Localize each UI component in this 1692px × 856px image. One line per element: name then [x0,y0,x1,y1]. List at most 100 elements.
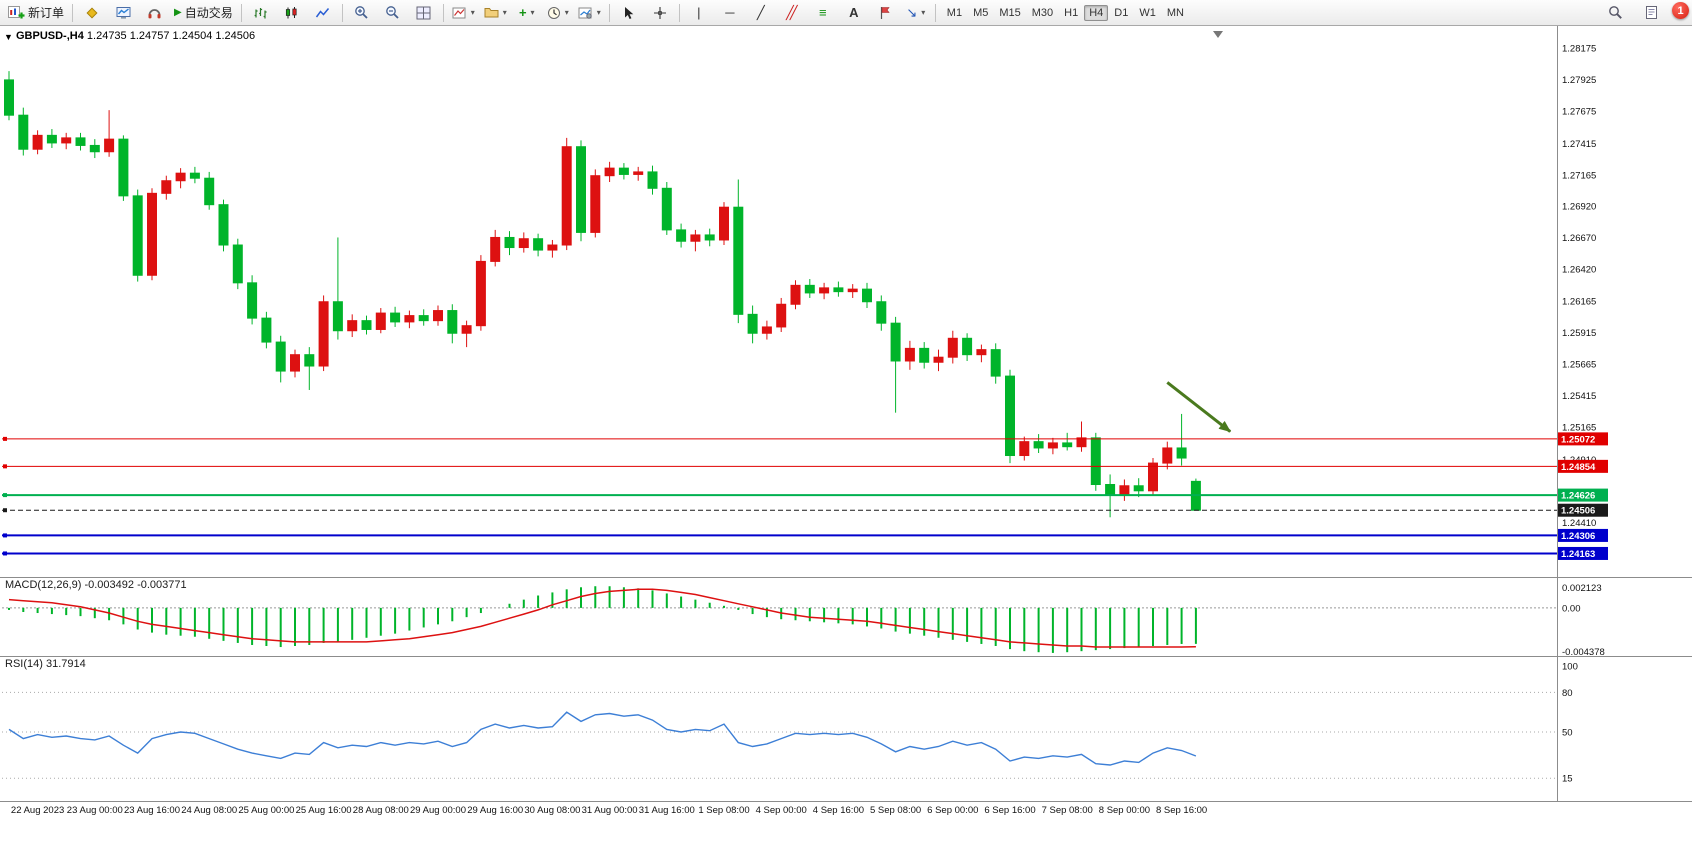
trendline-button[interactable]: ╱ [746,1,776,25]
chart-shift-marker[interactable] [1213,31,1223,38]
new-chart-button[interactable]: ▾ [448,1,479,25]
fibonacci-button[interactable]: ≡ [808,1,838,25]
candles-chart-button[interactable] [277,1,307,25]
svg-text:0.002123: 0.002123 [1562,583,1602,594]
notification-badge[interactable]: 1 [1672,2,1689,19]
dropdown-caret-icon: ▾ [596,8,601,17]
macd-panel[interactable]: 0.002123 0.00 -0.004378 [2,583,1605,658]
svg-text:1.24626: 1.24626 [1561,491,1595,502]
chart-symbol: GBPUSD-,H4 [16,30,84,42]
svg-text:6 Sep 16:00: 6 Sep 16:00 [984,805,1035,816]
toolbar-right-group [1600,1,1688,25]
dropdown-caret-icon: ▾ [921,8,926,17]
line-chart-button[interactable] [308,1,338,25]
svg-text:1.25072: 1.25072 [1561,434,1595,445]
svg-text:1.24163: 1.24163 [1561,549,1595,560]
diamond-icon [86,6,98,19]
text-icon: A [849,5,859,20]
svg-text:50: 50 [1562,728,1573,739]
templates-button[interactable]: ▾ [574,1,605,25]
price-axis[interactable]: 1.28175 1.27925 1.27675 1.27415 1.27165 1.269… [1562,43,1596,529]
tile-windows-button[interactable] [409,1,439,25]
toolbar-separator [678,3,680,22]
svg-text:100: 100 [1562,662,1578,673]
tf-h1-button[interactable]: H1 [1064,6,1079,19]
arrows-button[interactable]: ↘ ▾ [901,1,931,25]
svg-text:1.25415: 1.25415 [1562,391,1596,402]
news-button[interactable] [1636,1,1666,25]
market-button[interactable] [77,1,107,25]
svg-text:1.27165: 1.27165 [1562,171,1596,182]
trendline-icon: ╱ [756,5,765,20]
svg-text:1.28175: 1.28175 [1562,43,1596,54]
svg-text:15: 15 [1562,774,1573,785]
tf-d1-button[interactable]: D1 [1114,6,1129,19]
horizontal-line-icon: ─ [725,5,735,20]
support-button[interactable] [139,1,169,25]
timeframe-toolbar: M1 M5 M15 M30 H1 H4 D1 W1 MN [942,4,1189,21]
tf-m30-button[interactable]: M30 [1031,6,1054,19]
toolbar-separator [72,3,74,22]
auto-trading-label: 自动交易 [184,6,233,20]
one-click-trading-toggle[interactable]: ▼ [4,32,13,42]
tf-m5-button[interactable]: M5 [973,6,989,19]
svg-text:1.26670: 1.26670 [1562,233,1596,244]
cursor-button[interactable] [614,1,644,25]
svg-text:1.24306: 1.24306 [1561,531,1595,542]
candles-chart-icon [286,6,297,18]
svg-text:8 Sep 16:00: 8 Sep 16:00 [1156,805,1207,816]
rsi-panel[interactable]: 100 80 50 15 [2,662,1578,785]
tf-m15-button[interactable]: M15 [999,6,1021,19]
rsi-indicator-label: RSI(14) 31.7914 [5,658,86,670]
search-button[interactable] [1600,1,1630,25]
periods-button[interactable]: ▾ [543,1,573,25]
annotation-arrow[interactable] [1166,381,1232,433]
chart-canvas[interactable]: 1.28175 1.27925 1.27675 1.27415 1.27165 1.269… [0,26,1692,856]
svg-text:28 Aug 08:00: 28 Aug 08:00 [353,805,409,816]
label-button[interactable] [870,1,900,25]
svg-text:29 Aug 16:00: 29 Aug 16:00 [467,805,523,816]
horizontal-line-button[interactable]: ─ [715,1,745,25]
dropdown-caret-icon: ▾ [502,8,507,17]
svg-text:-0.004378: -0.004378 [1562,647,1605,658]
tf-m1-button[interactable]: M1 [946,6,963,19]
auto-trading-button[interactable]: ▶ 自动交易 [170,1,237,25]
dropdown-caret-icon: ▾ [564,8,569,17]
time-axis[interactable]: 22 Aug 2023 23 Aug 00:00 23 Aug 16:00 24 Au… [11,805,1207,816]
dropdown-caret-icon: ▾ [470,8,475,17]
svg-text:1.25915: 1.25915 [1562,328,1596,339]
vertical-line-button[interactable]: | [684,1,714,25]
toolbar-separator [341,3,343,22]
tf-w1-button[interactable]: W1 [1139,6,1156,19]
new-order-button[interactable]: 新订单 [4,1,68,25]
document-icon [1645,6,1657,19]
svg-text:1.27925: 1.27925 [1562,75,1596,86]
charts-window-button[interactable] [108,1,138,25]
channel-button[interactable]: ╱╱ [777,1,807,25]
svg-text:1.24854: 1.24854 [1561,462,1596,473]
profiles-button[interactable]: ▾ [480,1,511,25]
cursor-icon [625,6,634,19]
tf-h4-button[interactable]: H4 [1084,4,1109,21]
new-order-icon [8,6,25,19]
zoom-in-button[interactable] [347,1,377,25]
text-button[interactable]: A [839,1,869,25]
toolbar-separator [442,3,444,22]
toolbar-separator [934,3,936,22]
bars-chart-button[interactable] [246,1,276,25]
svg-text:1.25665: 1.25665 [1562,360,1596,371]
headset-icon [148,8,161,18]
svg-text:31 Aug 00:00: 31 Aug 00:00 [582,805,638,816]
svg-text:5 Sep 08:00: 5 Sep 08:00 [870,805,921,816]
dropdown-caret-icon: ▾ [530,8,535,17]
svg-text:1.25165: 1.25165 [1562,423,1596,434]
zoom-out-button[interactable] [378,1,408,25]
chart-window[interactable]: 1.28175 1.27925 1.27675 1.27415 1.27165 1.269… [0,26,1692,856]
indicator-plus-icon: + [518,5,527,20]
horizontal-lines[interactable] [2,436,1557,556]
tf-mn-button[interactable]: MN [1166,6,1184,19]
toolbar-separator [608,3,610,22]
crosshair-button[interactable] [645,1,675,25]
flag-label-icon [880,6,890,19]
indicators-button[interactable]: + ▾ [512,1,542,25]
